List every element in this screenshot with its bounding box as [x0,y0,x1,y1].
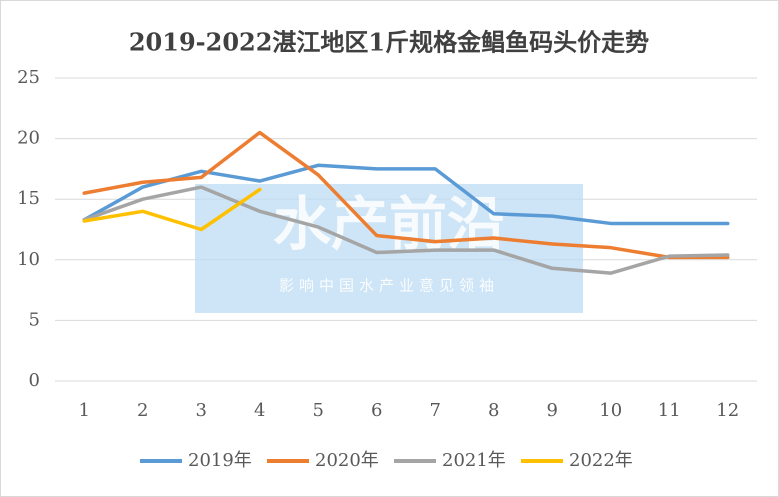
chart-title: 2019-2022湛江地区1斤规格金鲳鱼码头价走势 [129,28,649,57]
line-series [82,163,730,226]
x-tick-label: 6 [371,400,382,421]
x-tick-label: 8 [488,400,499,421]
line-series [82,185,730,275]
legend-label: 2022年 [569,450,633,471]
y-tick-label: 0 [29,370,40,391]
x-tick-label: 10 [599,400,622,421]
y-tick-label: 5 [29,309,40,330]
y-tick-label: 20 [17,128,40,149]
x-tick-label: 4 [254,400,265,421]
watermark-subtitle: 影响中国水产业意见领袖 [279,277,499,295]
x-tick-label: 2 [137,400,148,421]
x-tick-label: 1 [79,400,90,421]
line-series [82,130,730,260]
legend-label: 2021年 [442,450,506,471]
x-tick-label: 11 [658,400,681,421]
y-tick-label: 10 [17,249,40,270]
x-tick-label: 7 [430,400,441,421]
legend-label: 2019年 [188,450,252,471]
y-tick-label: 15 [17,188,40,209]
y-tick-label: 25 [17,67,40,88]
line-series [82,187,262,232]
legend-label: 2020年 [315,450,379,471]
x-tick-label: 3 [196,400,207,421]
watermark-box [195,184,583,313]
x-tick-label: 9 [547,400,558,421]
x-tick-label: 5 [313,400,324,421]
x-tick-label: 12 [716,400,739,421]
